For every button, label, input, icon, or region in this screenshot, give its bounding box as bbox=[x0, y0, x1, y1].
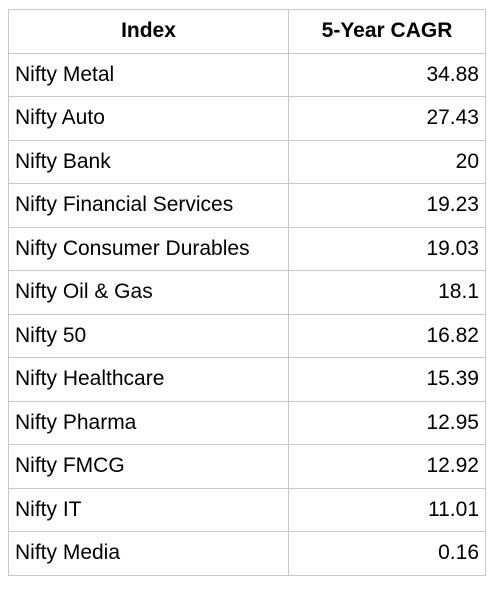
index-name-cell: Nifty Metal bbox=[8, 52, 289, 97]
index-name-cell: Nifty Bank bbox=[8, 139, 289, 184]
cagr-value-cell: 34.88 bbox=[288, 52, 486, 97]
index-name-cell: Nifty Healthcare bbox=[8, 357, 289, 402]
table-row: Nifty Bank 20 bbox=[8, 139, 486, 184]
index-name-cell: Nifty Media bbox=[8, 531, 289, 576]
table-row: Nifty Metal 34.88 bbox=[8, 52, 486, 97]
table-row: Nifty Auto 27.43 bbox=[8, 96, 486, 141]
index-name-cell: Nifty FMCG bbox=[8, 444, 289, 489]
cagr-value-cell: 15.39 bbox=[288, 357, 486, 402]
column-header-index: Index bbox=[8, 9, 289, 54]
table-row: Nifty Consumer Durables 19.03 bbox=[8, 226, 486, 271]
cagr-value-cell: 18.1 bbox=[288, 270, 486, 315]
table-row: Nifty FMCG 12.92 bbox=[8, 444, 486, 489]
table-row: Nifty Healthcare 15.39 bbox=[8, 357, 486, 402]
index-name-cell: Nifty Pharma bbox=[8, 400, 289, 445]
cagr-value-cell: 12.92 bbox=[288, 444, 486, 489]
index-name-cell: Nifty Auto bbox=[8, 96, 289, 141]
table-row: Nifty 50 16.82 bbox=[8, 313, 486, 358]
cagr-table: Index 5-Year CAGR Nifty Metal 34.88 Nift… bbox=[8, 9, 486, 576]
table-header-row: Index 5-Year CAGR bbox=[8, 9, 486, 54]
table-row: Nifty Oil & Gas 18.1 bbox=[8, 270, 486, 315]
cagr-value-cell: 11.01 bbox=[288, 487, 486, 532]
table-row: Nifty Media 0.16 bbox=[8, 531, 486, 576]
cagr-table-container: Index 5-Year CAGR Nifty Metal 34.88 Nift… bbox=[8, 9, 486, 576]
index-name-cell: Nifty Consumer Durables bbox=[8, 226, 289, 271]
column-header-cagr: 5-Year CAGR bbox=[288, 9, 486, 54]
cagr-value-cell: 27.43 bbox=[288, 96, 486, 141]
cagr-value-cell: 12.95 bbox=[288, 400, 486, 445]
table-row: Nifty Financial Services 19.23 bbox=[8, 183, 486, 228]
cagr-value-cell: 19.23 bbox=[288, 183, 486, 228]
index-name-cell: Nifty Financial Services bbox=[8, 183, 289, 228]
table-row: Nifty Pharma 12.95 bbox=[8, 400, 486, 445]
cagr-value-cell: 16.82 bbox=[288, 313, 486, 358]
index-name-cell: Nifty Oil & Gas bbox=[8, 270, 289, 315]
cagr-value-cell: 0.16 bbox=[288, 531, 486, 576]
index-name-cell: Nifty IT bbox=[8, 487, 289, 532]
table-row: Nifty IT 11.01 bbox=[8, 487, 486, 532]
cagr-value-cell: 20 bbox=[288, 139, 486, 184]
index-name-cell: Nifty 50 bbox=[8, 313, 289, 358]
cagr-value-cell: 19.03 bbox=[288, 226, 486, 271]
